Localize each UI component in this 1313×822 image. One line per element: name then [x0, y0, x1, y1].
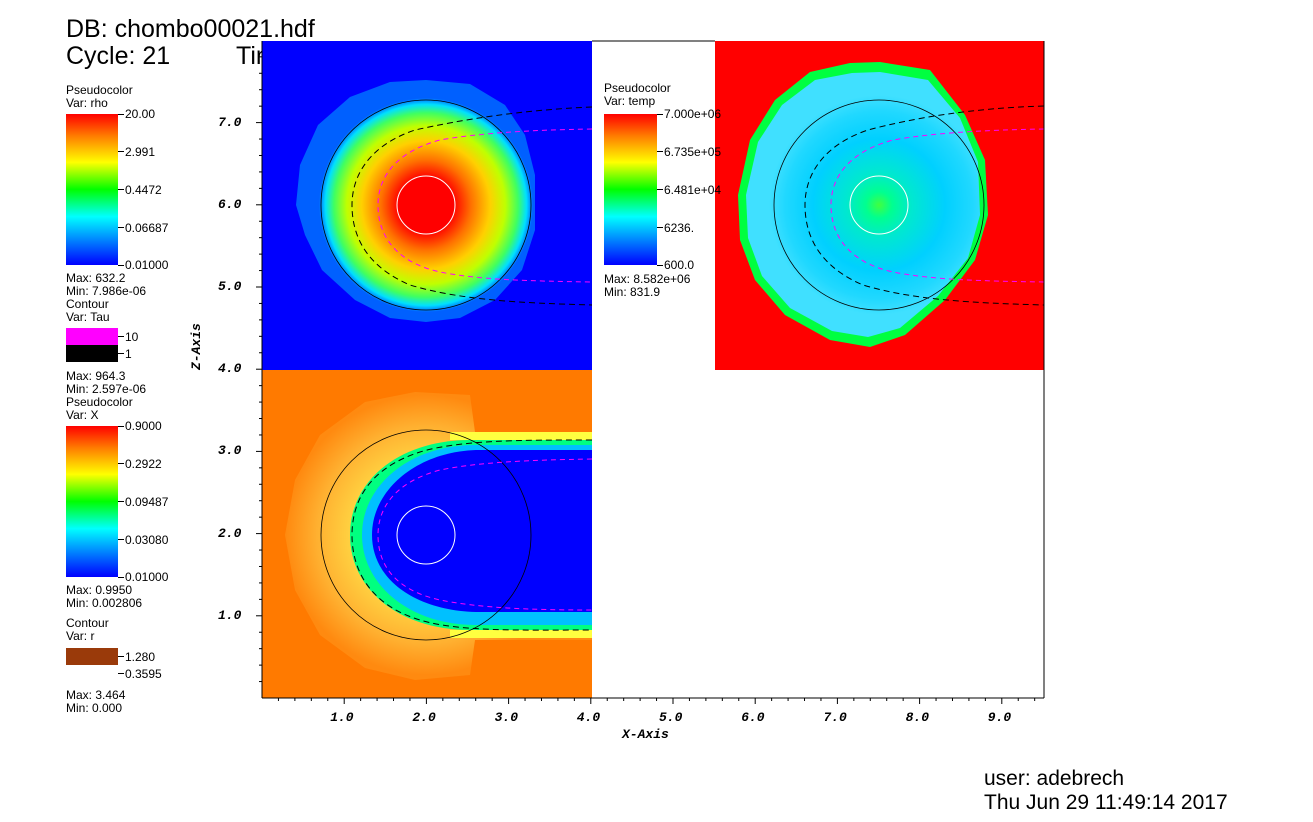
x-tick-label: 4.0 [576, 710, 601, 725]
legend-rho-tick: 20.00 [125, 107, 156, 121]
x-tick-label: 5.0 [659, 710, 683, 725]
legend-x-tick: 0.9000 [125, 419, 162, 433]
legend-rho-tick: 0.06687 [125, 221, 169, 235]
legend-rho-colorbar [66, 114, 118, 265]
legend-tau-swatch [66, 328, 118, 345]
y-tick-label: 3.0 [218, 443, 242, 459]
legend-rho-var: Var: rho [66, 96, 108, 110]
legend-tau-level: 1 [125, 347, 132, 361]
legend-rho-kind: Pseudocolor [66, 83, 133, 97]
y-tick-label: 6.0 [218, 196, 242, 212]
y-tick-label: 1.0 [218, 607, 242, 623]
legend-r-var: Var: r [66, 629, 95, 643]
legend-x-tick: 0.2922 [125, 457, 162, 471]
timestamp-label: Thu Jun 29 11:49:14 2017 [984, 791, 1228, 814]
legend-rho-min: Min: 7.986e-06 [66, 284, 147, 298]
legend-temp-tick: 6236. [664, 221, 695, 235]
x-tick-label: 9.0 [987, 710, 1012, 725]
legend-rho-max: Max: 632.2 [66, 271, 126, 285]
legend-r-min: Min: 0.000 [66, 701, 123, 715]
legend-tau-var: Var: Tau [66, 310, 110, 324]
legend-temp-tick: 7.000e+06 [664, 107, 722, 121]
y-axis-ticks [256, 56, 262, 683]
cycle-label: Cycle: 21 [66, 42, 171, 70]
legend-rho-tick: 0.01000 [125, 258, 169, 272]
x-panel [262, 370, 592, 698]
temp-panel [715, 41, 1044, 370]
legend-temp-kind: Pseudocolor [604, 81, 671, 95]
legend-tau-kind: Contour [66, 297, 109, 311]
legend-r-level: 1.280 [125, 650, 156, 664]
x-axis-ticks [277, 698, 1036, 704]
x-tick-label: 6.0 [741, 710, 765, 725]
legend-x-colorbar [66, 426, 118, 577]
user-label: user: adebrech [984, 767, 1125, 790]
legend-temp-var: Var: temp [604, 94, 656, 108]
y-tick-label: 4.0 [218, 361, 242, 377]
legend-x-min: Min: 0.002806 [66, 596, 143, 610]
y-tick-label: 5.0 [218, 279, 242, 294]
legend-temp-tick: 600.0 [664, 258, 695, 272]
x-tick-label: 1.0 [330, 710, 354, 725]
legend-r-swatch [66, 648, 118, 665]
legend-temp-tick: 6.481e+04 [664, 183, 722, 197]
legend-x-kind: Pseudocolor [66, 395, 133, 409]
x-tick-label: 3.0 [494, 710, 518, 725]
legend-r-max: Max: 3.464 [66, 688, 126, 702]
database-title: DB: chombo00021.hdf [66, 15, 315, 43]
x-tick-label: 2.0 [412, 710, 436, 725]
legend-x-max: Max: 0.9950 [66, 583, 133, 597]
legend-tau-swatch [66, 345, 118, 362]
legend-tau-min: Min: 2.597e-06 [66, 382, 147, 396]
x-tick-label: 7.0 [823, 710, 847, 725]
y-axis-label: Z-Axis [189, 323, 204, 370]
y-tick-label: 2.0 [218, 525, 242, 541]
x-tick-label: 8.0 [905, 710, 929, 725]
legend-rho-tick: 2.991 [125, 145, 156, 159]
legend-tau-level: 10 [125, 330, 139, 344]
legend-tau-max: Max: 964.3 [66, 369, 126, 383]
legend-r-level: 0.3595 [125, 667, 162, 681]
legend-temp-tick: 6.735e+05 [664, 145, 722, 159]
legend-rho-tick: 0.4472 [125, 183, 162, 197]
legend-r-kind: Contour [66, 616, 109, 630]
legend-temp-max: Max: 8.582e+06 [604, 272, 691, 286]
legend-x-tick: 0.09487 [125, 495, 169, 509]
rho-panel [262, 41, 592, 370]
legend-temp-min: Min: 831.9 [604, 285, 661, 299]
legend-x-tick: 0.03080 [125, 533, 169, 547]
legend-x-tick: 0.01000 [125, 570, 169, 584]
x-axis-label: X-Axis [622, 727, 669, 742]
legend-x-var: Var: X [66, 408, 99, 422]
legend-temp-colorbar [604, 114, 657, 265]
y-tick-label: 7.0 [218, 114, 242, 130]
